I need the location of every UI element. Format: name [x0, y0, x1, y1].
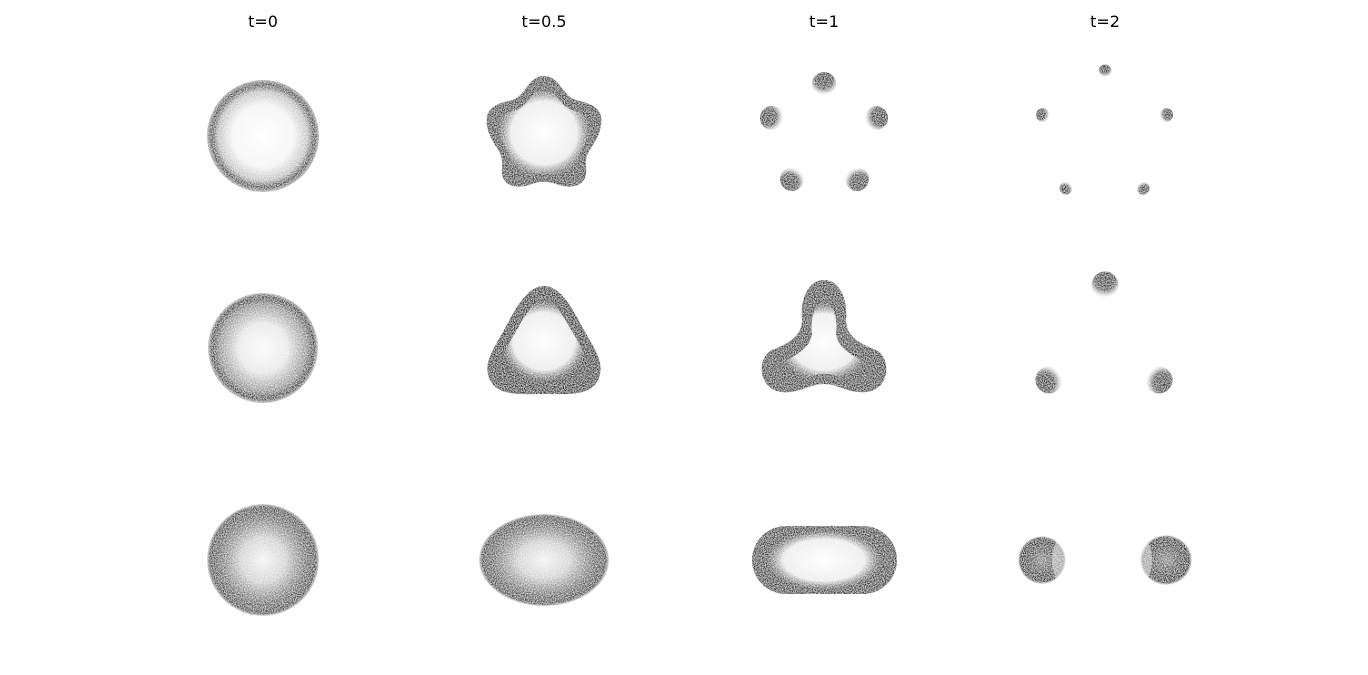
row-2-fold: [207, 504, 1192, 616]
density-t05-row3: [479, 514, 609, 606]
density-t05-row1: [486, 76, 602, 187]
density-t0-row3: [207, 504, 319, 616]
density-t1-row3: [752, 526, 897, 594]
column-title-t0-5: t=0.5: [521, 12, 567, 31]
density-t1-row2: [761, 280, 887, 393]
column-title-t1: t=1: [809, 12, 839, 31]
density-t0-row1: [207, 80, 319, 192]
row-3-fold: [208, 271, 1173, 403]
density-t2-row2: [1035, 271, 1173, 394]
column-title-t0: t=0: [248, 12, 278, 31]
density-t0-row2: [208, 293, 318, 403]
column-title-t2: t=2: [1090, 12, 1120, 31]
density-t2-row1: [1036, 64, 1173, 195]
density-t1-row1: [760, 72, 888, 191]
row-5-fold: [207, 64, 1173, 195]
density-t05-row2: [487, 286, 601, 395]
density-t2-row3: [1018, 535, 1192, 585]
